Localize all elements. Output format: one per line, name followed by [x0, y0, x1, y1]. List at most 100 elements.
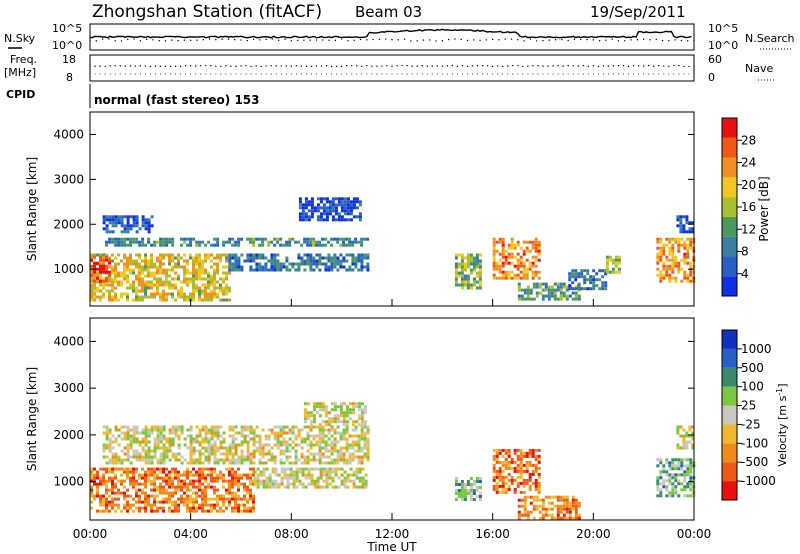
heatmap-cell — [132, 268, 135, 272]
heatmap-cell — [192, 500, 195, 504]
heatmap-cell — [680, 467, 684, 471]
heatmap-cell — [258, 458, 262, 462]
heatmap-cell — [105, 443, 109, 447]
heatmap-cell — [171, 452, 175, 456]
heatmap-cell — [105, 434, 109, 438]
heatmap-cell — [93, 286, 96, 290]
heatmap-cell — [343, 203, 347, 207]
heatmap-cell — [333, 428, 337, 432]
nave-dot — [275, 73, 277, 75]
heatmap-cell — [135, 506, 138, 510]
heatmap-cell — [123, 431, 127, 435]
heatmap-cell — [309, 420, 313, 424]
heatmap-cell — [478, 265, 482, 269]
heatmap-cell — [108, 270, 111, 274]
heatmap-cell — [249, 467, 252, 471]
heatmap-cell — [339, 265, 343, 269]
heatmap-cell — [300, 437, 304, 441]
heatmap-cell — [565, 297, 569, 301]
heatmap-cell — [469, 268, 473, 272]
heatmap-cell — [262, 467, 266, 471]
nave-dot — [497, 73, 499, 75]
nave-dot — [94, 73, 96, 75]
heatmap-cell — [270, 256, 274, 260]
heatmap-cell — [556, 495, 560, 499]
heatmap-cell — [519, 264, 523, 268]
heatmap-cell — [240, 434, 244, 438]
heatmap-cell — [234, 479, 237, 483]
heatmap-cell — [565, 288, 569, 292]
heatmap-cell — [159, 476, 162, 480]
nave-dot — [623, 73, 625, 75]
heatmap-cell — [120, 431, 124, 435]
heatmap-cell — [656, 488, 660, 492]
heatmap-cell — [324, 440, 328, 444]
heatmap-cell — [656, 485, 660, 489]
heatmap-cell — [285, 458, 289, 462]
nave-dot — [235, 73, 237, 75]
heatmap-cell — [162, 479, 165, 483]
heatmap-cell — [126, 446, 130, 450]
search-noise-dot — [202, 39, 204, 41]
heatmap-cell — [498, 478, 502, 482]
heatmap-cell — [177, 253, 180, 257]
heatmap-cell — [345, 425, 349, 429]
heatmap-cell — [525, 267, 529, 271]
heatmap-cell — [528, 451, 532, 455]
freq-dot — [290, 65, 293, 67]
heatmap-cell — [126, 274, 129, 278]
heatmap-cell — [156, 437, 160, 441]
heatmap-cell — [492, 273, 496, 277]
heatmap-cell — [333, 408, 337, 412]
heatmap-cell — [351, 411, 355, 415]
heatmap-cell — [168, 491, 171, 495]
heatmap-cell — [319, 467, 323, 471]
heatmap-cell — [249, 452, 253, 456]
heatmap-cell — [147, 286, 150, 290]
nave-dot — [104, 73, 106, 75]
search-noise-dot — [510, 38, 513, 40]
heatmap-cell — [117, 218, 121, 222]
heatmap-cell — [279, 237, 283, 241]
heatmap-cell — [249, 455, 253, 459]
heatmap-cell — [90, 253, 93, 257]
heatmap-cell — [156, 494, 159, 498]
heatmap-cell — [150, 271, 153, 275]
heatmap-cell — [90, 258, 93, 262]
heatmap-cell — [126, 221, 130, 225]
heatmap-cell — [171, 479, 174, 483]
colorbar-tick-label: -100 — [741, 436, 768, 450]
search-noise-dot — [171, 39, 173, 41]
heatmap-cell — [689, 240, 693, 244]
heatmap-cell — [315, 265, 319, 269]
heatmap-cell — [306, 437, 310, 441]
heatmap-cell — [574, 272, 578, 276]
heatmap-cell — [526, 510, 530, 514]
heatmap-cell — [150, 262, 153, 266]
heatmap-cell — [279, 443, 283, 447]
heatmap-cell — [96, 482, 99, 486]
heatmap-cell — [252, 268, 256, 272]
heatmap-cell — [201, 476, 204, 480]
heatmap-cell — [351, 455, 355, 459]
heatmap-cell — [162, 509, 165, 513]
heatmap-cell — [231, 506, 234, 510]
nave-dot — [190, 73, 192, 75]
heatmap-cell — [319, 215, 323, 219]
heatmap-cell — [117, 428, 121, 432]
heatmap-cell — [231, 491, 234, 495]
search-noise-dot — [573, 38, 576, 41]
heatmap-cell — [261, 237, 265, 241]
heatmap-cell — [532, 297, 536, 301]
heatmap-cell — [168, 268, 171, 272]
heatmap-cell — [318, 446, 322, 450]
velocity-colorbar-label-exp: -1 — [775, 388, 784, 396]
heatmap-cell — [472, 498, 476, 501]
heatmap-cell — [463, 268, 467, 272]
power-heatmap — [90, 197, 696, 302]
heatmap-cell — [516, 258, 520, 262]
heatmap-cell — [246, 476, 249, 480]
heatmap-cell — [159, 467, 162, 471]
heatmap-cell — [102, 279, 105, 283]
heatmap-cell — [105, 437, 109, 441]
